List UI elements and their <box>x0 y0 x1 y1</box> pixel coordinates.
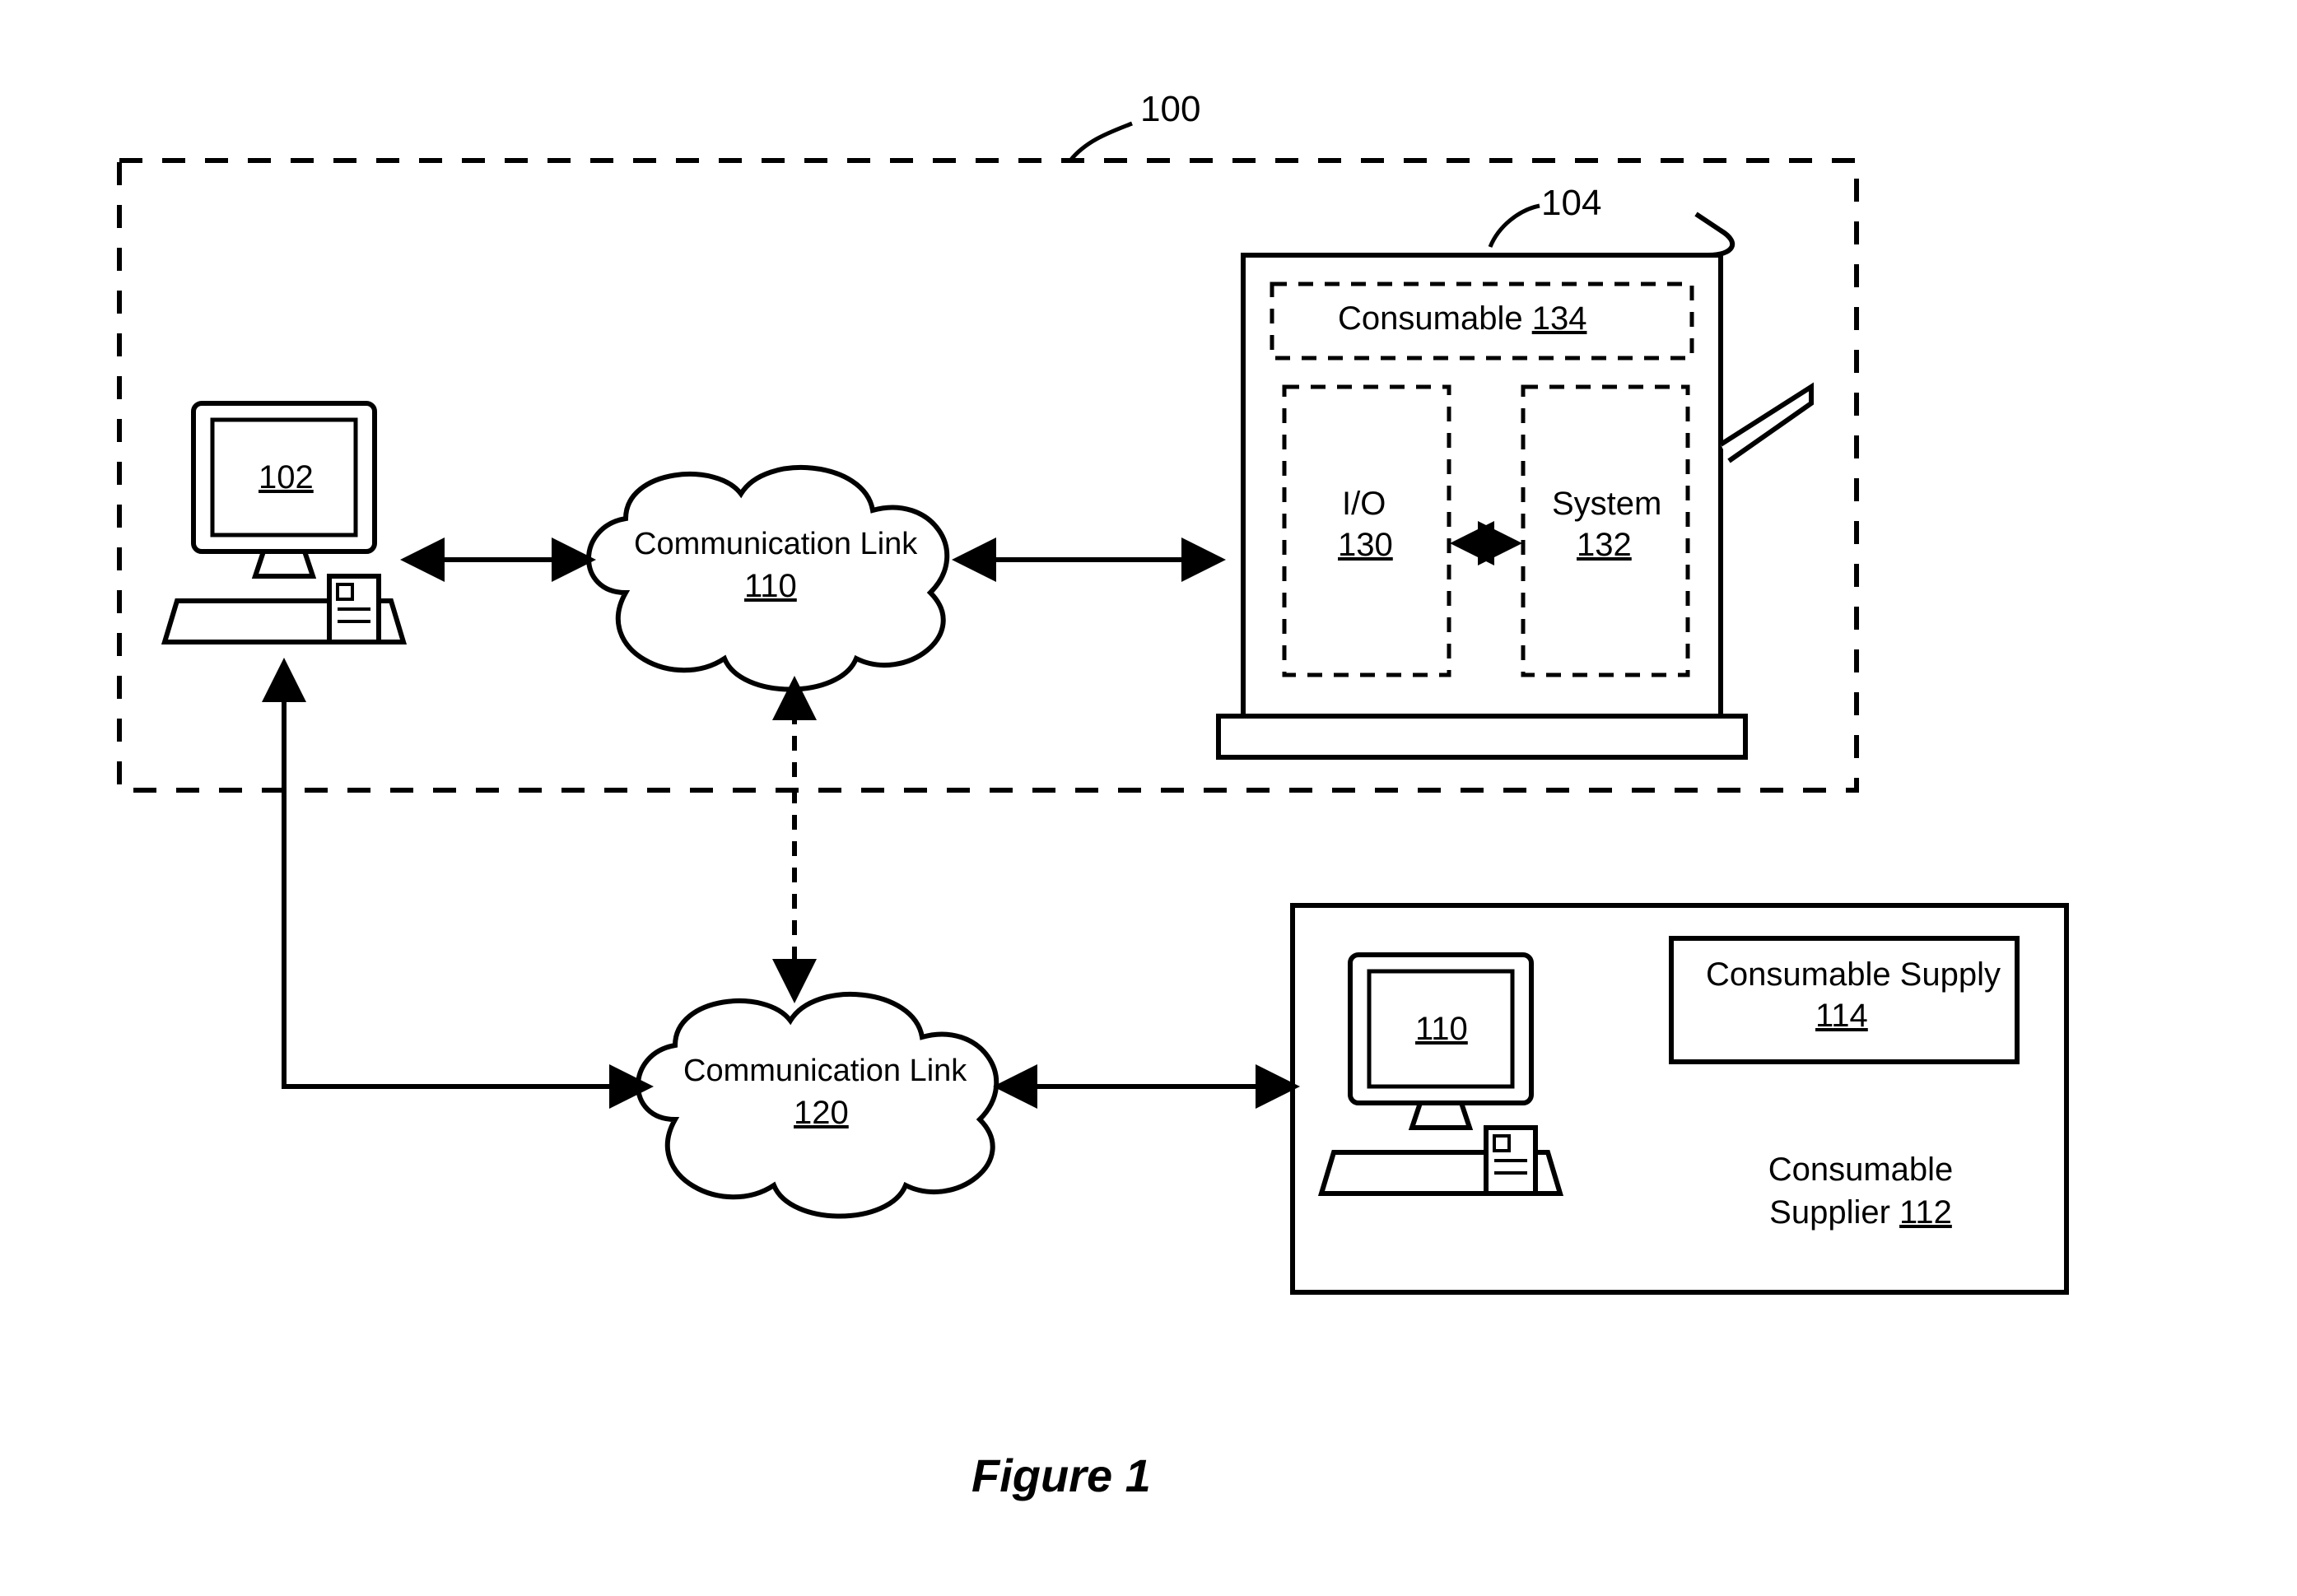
consumable-text: Consumable <box>1338 300 1523 337</box>
callout-100-leader <box>1070 123 1132 161</box>
edge-102-cloud120 <box>284 665 646 1086</box>
io-label-text: I/O <box>1342 486 1386 523</box>
callout-100: 100 <box>1140 89 1200 130</box>
printer-104 <box>1218 214 1811 757</box>
consumable-label: Consumable 134 <box>1338 300 1586 337</box>
computer-110b-ref: 110 <box>1415 1011 1468 1048</box>
consumable-supply-label: Consumable Supply <box>1706 956 2001 993</box>
supplier-ref: 112 <box>1899 1194 1952 1231</box>
cloud-120-ref: 120 <box>794 1095 849 1132</box>
computer-102-ref: 102 <box>259 459 314 496</box>
diagram-svg <box>0 0 2297 1596</box>
computer-110b <box>1321 955 1560 1194</box>
figure-title: Figure 1 <box>971 1449 1151 1502</box>
consumable-ref: 134 <box>1532 300 1587 337</box>
cloud-110-ref: 110 <box>744 568 797 605</box>
consumable-supplier-label: Consumable Supplier 112 <box>1729 1148 1992 1234</box>
consumable-supply-ref: 114 <box>1815 998 1868 1035</box>
cloud-120-label: Communication Link <box>683 1054 955 1089</box>
io-ref: 130 <box>1338 527 1393 564</box>
cloud-110-label: Communication Link <box>634 527 906 562</box>
callout-104-leader <box>1490 206 1540 247</box>
system-label-text: System <box>1552 486 1661 523</box>
system-ref: 132 <box>1577 527 1632 564</box>
computer-102 <box>165 403 403 642</box>
callout-104: 104 <box>1541 183 1601 224</box>
